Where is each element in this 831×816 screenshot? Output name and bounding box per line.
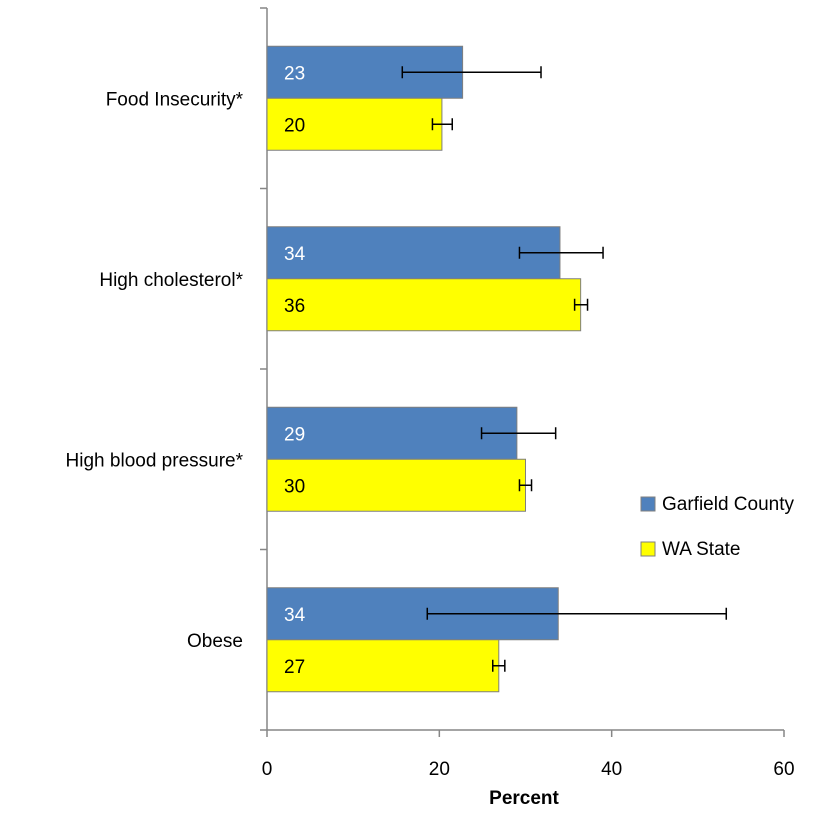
bar-data-label: 34 [284, 605, 306, 626]
bar [266, 278, 582, 332]
bar-data-label: 20 [284, 115, 305, 136]
category-label: High cholesterol* [99, 270, 243, 291]
legend-label: WA State [662, 539, 741, 560]
chart-labels: Food Insecurity* 23 20 High cholesterol* 34 3… [66, 63, 306, 678]
bar [266, 97, 443, 151]
bar-data-label: 23 [284, 63, 305, 84]
bar [266, 226, 561, 280]
chart-legend: Garfield County WA State [640, 494, 795, 560]
legend-label: Garfield County [662, 494, 795, 515]
category-label: Food Insecurity* [106, 89, 244, 110]
x-tick-label: 60 [773, 759, 794, 780]
chart-bars [266, 45, 728, 693]
bar-data-label: 34 [284, 244, 306, 265]
bar-data-label: 27 [284, 657, 305, 678]
x-tick-label: 40 [601, 759, 622, 780]
bar-data-label: 30 [284, 476, 305, 497]
x-axis-title: Percent [489, 788, 559, 809]
legend-swatch [640, 496, 656, 512]
bar-data-label: 36 [284, 296, 305, 317]
bar [266, 458, 526, 512]
bar-data-label: 29 [284, 424, 305, 445]
category-label: High blood pressure* [66, 450, 244, 471]
bar [266, 639, 500, 693]
x-tick-label: 20 [429, 759, 450, 780]
bar [266, 406, 518, 460]
legend-swatch [640, 541, 656, 557]
x-tick-label: 0 [262, 759, 273, 780]
category-label: Obese [187, 631, 243, 652]
